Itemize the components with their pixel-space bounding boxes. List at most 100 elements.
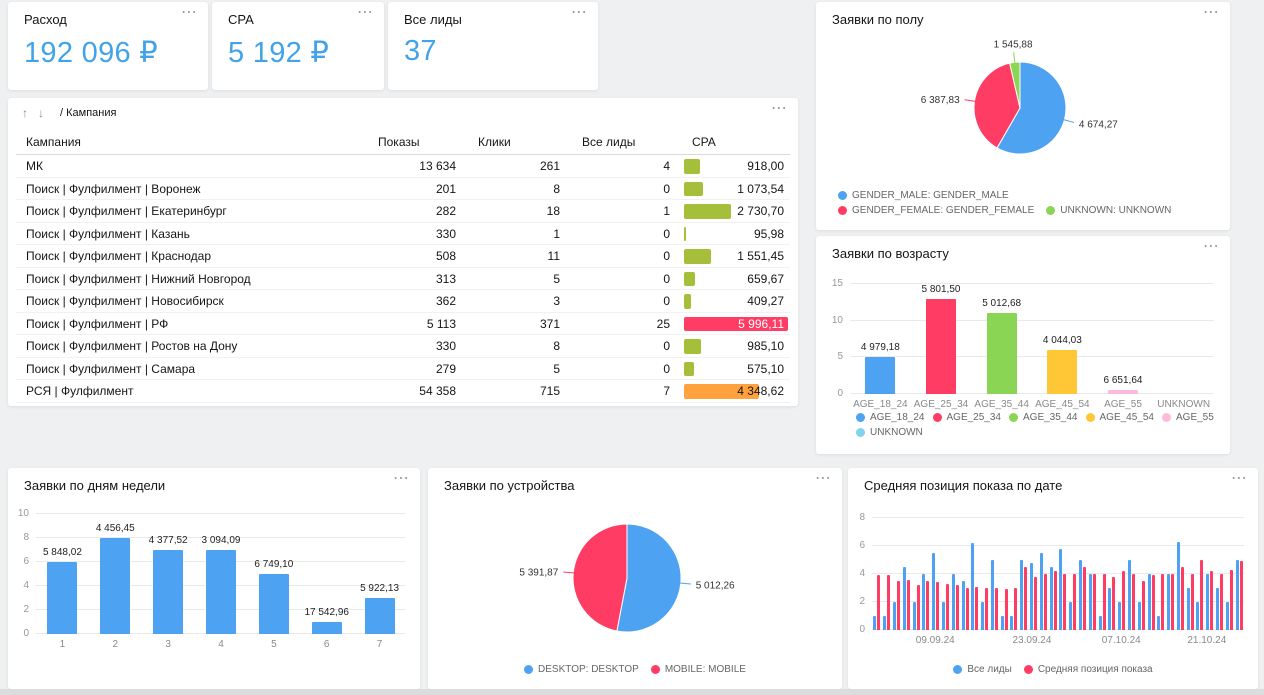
bar	[1053, 571, 1057, 630]
bar-group[interactable]	[1206, 571, 1214, 630]
bar[interactable]	[865, 357, 896, 394]
bar	[1088, 574, 1092, 630]
panel-menu-icon[interactable]: ⋯	[571, 4, 588, 21]
bar-group[interactable]	[1078, 560, 1086, 630]
bar-group[interactable]	[941, 583, 949, 630]
legend-item[interactable]: AGE_18_24	[856, 412, 925, 423]
bar-group[interactable]	[1010, 588, 1018, 630]
panel-menu-icon[interactable]: ⋯	[1203, 238, 1220, 255]
bar[interactable]	[258, 574, 289, 634]
bar-group[interactable]	[932, 553, 940, 630]
bar-group[interactable]	[1225, 569, 1233, 630]
legend-item[interactable]: Все лиды	[953, 664, 1012, 675]
table-row[interactable]: Поиск | Фулфилмент | РФ 5 113 371 25 5 996,1…	[16, 313, 790, 335]
legend-item[interactable]: UNKNOWN: UNKNOWN	[1046, 205, 1171, 216]
bar-group[interactable]	[1176, 541, 1184, 630]
table-row[interactable]: Поиск | Фулфилмент | Ростов на Дону 330 8 0…	[16, 335, 790, 358]
bar-group[interactable]	[1000, 589, 1008, 630]
bar-group[interactable]	[1108, 576, 1116, 630]
column-header[interactable]: Все лиды	[582, 135, 636, 149]
bar-group[interactable]	[1118, 571, 1126, 630]
bar-group[interactable]	[1049, 567, 1057, 630]
bar-group[interactable]	[1030, 562, 1038, 630]
bar-group[interactable]	[1186, 574, 1194, 630]
legend-item[interactable]: GENDER_FEMALE: GENDER_FEMALE	[838, 205, 1034, 216]
table-row[interactable]: Поиск | Фулфилмент | Воронеж 201 8 0 1 073,5…	[16, 178, 790, 200]
sort-asc-icon[interactable]: ↑	[22, 106, 28, 120]
bar[interactable]	[206, 550, 236, 634]
bar-group[interactable]	[1167, 574, 1175, 630]
table-row[interactable]: Поиск | Фулфилмент | Краснодар 508 11 0 1 55…	[16, 245, 790, 268]
bar[interactable]	[1108, 389, 1138, 394]
table-row[interactable]: Поиск | Фулфилмент | Казань 330 1 0 95,98	[16, 223, 790, 245]
bar-group[interactable]	[951, 574, 959, 630]
weekday-chart-panel: ⋯ Заявки по дням недели 0 2 4 6 8 10 5 848,02 1…	[8, 468, 420, 689]
position-legend: Все лиды Средняя позиция показа	[848, 664, 1258, 675]
bar[interactable]	[100, 538, 131, 634]
legend-item[interactable]: AGE_45_54	[1085, 412, 1154, 423]
bar-group[interactable]	[1147, 574, 1155, 630]
bar-value-label: 4 377,52	[148, 535, 188, 546]
bar-group[interactable]	[1235, 560, 1243, 630]
column-header[interactable]: Показы	[378, 135, 420, 149]
panel-menu-icon[interactable]: ⋯	[181, 4, 198, 21]
bar[interactable]	[926, 298, 956, 394]
bar-group[interactable]	[1137, 581, 1145, 630]
table-row[interactable]: МК 13 634 261 4 918,00	[16, 155, 790, 178]
panel-menu-icon[interactable]: ⋯	[1231, 470, 1248, 487]
legend-item[interactable]: AGE_35_44	[1009, 412, 1078, 423]
table-row[interactable]: РСЯ | Фулфилмент 54 358 715 7 4 348,62	[16, 380, 790, 403]
legend-item[interactable]: DESKTOP: DESKTOP	[524, 664, 639, 675]
bar-group[interactable]	[1216, 574, 1224, 630]
legend-item[interactable]: UNKNOWN	[856, 427, 923, 438]
bar-group[interactable]	[1020, 560, 1028, 630]
bar[interactable]	[364, 598, 395, 634]
panel-menu-icon[interactable]: ⋯	[771, 100, 788, 117]
bar-group[interactable]	[981, 588, 989, 630]
column-header[interactable]: CPA	[692, 135, 716, 149]
panel-menu-icon[interactable]: ⋯	[1203, 4, 1220, 21]
bar[interactable]	[1047, 350, 1078, 394]
legend-item[interactable]: Средняя позиция показа	[1023, 664, 1153, 675]
bar[interactable]	[311, 622, 342, 634]
table-row[interactable]: Поиск | Фулфилмент | Новосибирск 362 3 0 409…	[16, 290, 790, 313]
bar	[941, 602, 945, 630]
bar-group[interactable]	[902, 567, 910, 630]
bar-group[interactable]	[1127, 560, 1135, 630]
bar-group[interactable]	[1088, 574, 1096, 630]
bar-group[interactable]	[922, 574, 930, 630]
bar-group[interactable]	[883, 575, 891, 630]
column-header[interactable]: Кампания	[26, 135, 81, 149]
sort-desc-icon[interactable]: ↓	[38, 106, 44, 120]
table-row[interactable]: Поиск | Фулфилмент | Самара 279 5 0 575,10	[16, 358, 790, 380]
legend-item[interactable]: GENDER_MALE: GENDER_MALE	[838, 190, 1009, 201]
bar-group[interactable]	[1157, 574, 1165, 630]
legend-item[interactable]: AGE_55	[1162, 412, 1214, 423]
bar-group[interactable]	[971, 543, 979, 630]
bar-group[interactable]	[990, 560, 998, 630]
bar-group[interactable]	[1059, 548, 1067, 630]
panel-menu-icon[interactable]: ⋯	[357, 4, 374, 21]
position-chart-panel: ⋯ Средняя позиция показа по дате 0 2 4 6 8 09…	[848, 468, 1258, 689]
bar[interactable]	[47, 562, 78, 634]
bar[interactable]	[153, 550, 184, 634]
bar-group[interactable]	[892, 581, 900, 630]
pie-slice[interactable]	[572, 523, 628, 632]
bar-group[interactable]	[1196, 560, 1204, 630]
column-header[interactable]: Клики	[478, 135, 511, 149]
table-row[interactable]: Поиск | Фулфилмент | Нижний Новгород 313 5…	[16, 268, 790, 290]
legend-item[interactable]: MOBILE: MOBILE	[650, 664, 746, 675]
bar-group[interactable]	[1069, 574, 1077, 630]
table-row[interactable]: Поиск | Фулфилмент | Екатеринбург 282 18 1 2…	[16, 200, 790, 223]
bar-group[interactable]	[873, 575, 881, 630]
bar-group[interactable]	[961, 581, 969, 630]
bar-group[interactable]	[912, 585, 920, 630]
panel-menu-icon[interactable]: ⋯	[393, 470, 410, 487]
breadcrumb[interactable]: / Кампания	[60, 107, 117, 119]
bar-group[interactable]	[1039, 553, 1047, 630]
legend-item[interactable]: AGE_25_34	[932, 412, 1001, 423]
bar	[1092, 574, 1096, 630]
panel-menu-icon[interactable]: ⋯	[815, 470, 832, 487]
bar-group[interactable]	[1098, 574, 1106, 630]
bar[interactable]	[986, 313, 1017, 394]
